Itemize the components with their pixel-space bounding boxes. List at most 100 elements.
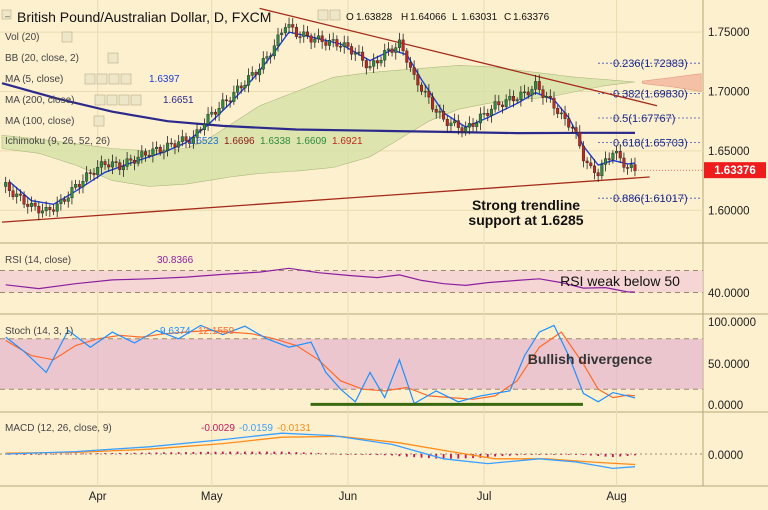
close-icon[interactable] [120, 73, 132, 85]
eye-icon[interactable] [107, 52, 119, 64]
signal-value: -0.0131 [277, 423, 311, 434]
chart-header: – British Pound/Australian Dollar, D, FX… [1, 9, 550, 25]
candle-body [475, 122, 479, 127]
candle-body [261, 58, 265, 70]
macd-hist-bar [236, 451, 239, 454]
macd-hist-bar [89, 453, 92, 455]
macd-label: MACD (12, 26, close, 9) [5, 423, 112, 434]
candle-body [173, 143, 177, 148]
eye-icon[interactable] [93, 115, 105, 127]
candle-body [431, 96, 435, 110]
macd-hist-bar [413, 454, 416, 458]
candle-body [423, 90, 427, 93]
candle-body [88, 172, 92, 174]
fib-label: 0.618(1.65703) [613, 138, 688, 150]
candle-body [22, 195, 26, 205]
macd-hist-bar [457, 454, 460, 459]
eye-icon[interactable] [61, 31, 73, 43]
candle-body [408, 62, 412, 68]
macd-hist-bar [207, 451, 209, 454]
cloud-segment [1, 65, 636, 187]
candle-body [309, 35, 313, 43]
price-tick-label: 1.65000 [708, 146, 750, 158]
candle-body [390, 48, 394, 53]
price-axis: 1.75000 1.70000 1.65000 1.60000 [708, 27, 750, 217]
candle-body [512, 96, 516, 102]
candle-body [534, 81, 538, 90]
indicator-ma200-label: MA (200, close) [5, 95, 74, 106]
candle-body [412, 67, 416, 75]
ichimoku-value-3: 1.6338 [260, 136, 291, 147]
ohlc-low-value: 1.63031 [461, 12, 498, 23]
macd-hist-bar [37, 454, 40, 455]
macd-hist-bar [582, 454, 585, 456]
ma200-line [1, 82, 636, 135]
candle-body [519, 91, 523, 100]
stoch-tick-50: 50.0000 [708, 359, 750, 371]
candle-body [195, 129, 199, 138]
settings-icon[interactable] [329, 9, 341, 21]
macd-hist-bar [634, 454, 636, 456]
macd-hist-bar [163, 452, 165, 454]
candle-body [364, 60, 368, 69]
candle-body [570, 126, 574, 129]
header-buttons [317, 9, 341, 21]
macd-hist-bar [604, 454, 607, 457]
candle-body [99, 161, 103, 168]
candle-body [136, 156, 140, 164]
candle-body [166, 142, 170, 152]
macd-hist-bar [170, 452, 173, 454]
candle-body [350, 46, 354, 55]
candle-body [254, 72, 258, 76]
candle-body [15, 193, 19, 197]
candle-body [217, 107, 221, 115]
candle-body [339, 46, 343, 48]
candle-body [210, 111, 214, 115]
candle-body [622, 157, 626, 168]
candle-body [107, 164, 111, 168]
candle-body [581, 145, 585, 162]
candle-body [342, 42, 346, 47]
settings-icon[interactable] [96, 73, 108, 85]
macd-hist-bar [111, 453, 114, 454]
rsi-value: 30.8366 [157, 255, 194, 266]
macd-hist-bar [273, 451, 276, 454]
collapse-toggle-icon[interactable] [1, 9, 12, 20]
ohlc-high-label: H [401, 12, 408, 23]
macd-hist-bar [361, 454, 364, 455]
candle-body [316, 35, 320, 40]
add-icon[interactable] [118, 94, 130, 106]
candle-body [353, 52, 357, 55]
ohlc-high-value: 1.64066 [410, 12, 447, 23]
candle-body [11, 190, 15, 197]
macd-hist-bar [626, 454, 629, 456]
add-icon[interactable] [108, 73, 120, 85]
ichimoku-value-4: 1.6609 [296, 136, 327, 147]
candle-body [523, 91, 527, 94]
macd-hist-bar [354, 454, 357, 455]
close-icon[interactable] [130, 94, 142, 106]
candle-body [607, 158, 611, 160]
candle-body [302, 31, 306, 37]
indicator-bb-label: BB (20, close, 2) [5, 53, 79, 64]
candle-body [585, 160, 589, 164]
settings-icon[interactable] [106, 94, 118, 106]
eye-icon[interactable] [94, 94, 106, 106]
eye-icon[interactable] [84, 73, 96, 85]
rsi-line [5, 267, 636, 293]
macd-hist-bar [221, 451, 224, 454]
candle-body [567, 118, 571, 128]
candle-body [96, 166, 100, 176]
candle-body [81, 180, 85, 188]
candle-body [7, 182, 11, 191]
candle-body [420, 84, 424, 92]
eye-icon[interactable] [317, 9, 329, 21]
candle-body [184, 136, 188, 142]
macd-hist-bar [420, 454, 423, 458]
macd-hist-bar [52, 453, 55, 455]
candle-body [486, 113, 490, 116]
candle-body [132, 159, 136, 164]
candlesticks [4, 17, 703, 221]
candle-body [103, 161, 107, 165]
